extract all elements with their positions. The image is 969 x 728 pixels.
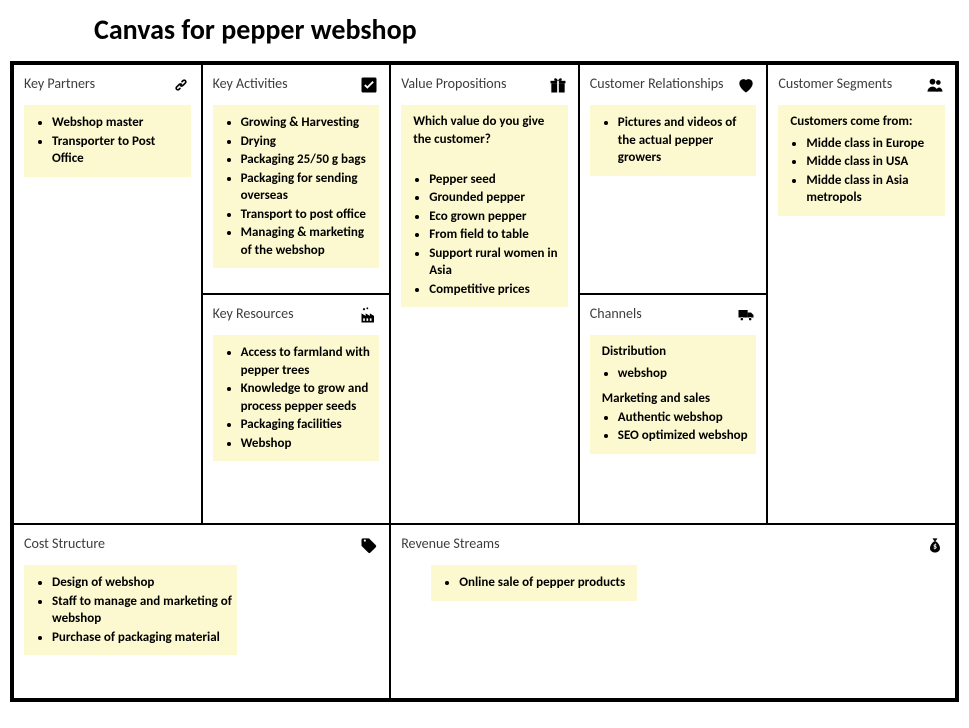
list-item: SEO optimized webshop (618, 427, 753, 445)
customer-relationships-note: Pictures and videos of the actual pepper… (590, 105, 757, 176)
value-propositions-lead: Which value do you give the customer? (405, 113, 564, 148)
list-item: Transporter to Post Office (52, 133, 187, 168)
list-item: Support rural women in Asia (429, 245, 564, 280)
revenue-streams-note: Online sale of pepper products (431, 565, 637, 601)
channels-section-heading: Marketing and sales (594, 390, 753, 408)
revenue-streams-cell: Revenue Streams $ Online sale of pepper … (390, 524, 956, 699)
cost-structure-note: Design of webshopStaff to manage and mar… (24, 565, 237, 655)
list-item: Packaging 25/50 g bags (241, 151, 376, 169)
channels-note: Distribution webshop Marketing and salesAu… (590, 335, 757, 454)
list-item: Purchase of packaging material (52, 629, 233, 647)
channels-cell: Channels Distribution webshop Marketing an… (579, 294, 768, 524)
customer-segments-title: Customer Segments (778, 75, 892, 92)
customer-segments-lead: Customers come from: (782, 113, 941, 131)
key-resources-title: Key Resources (213, 305, 294, 322)
list-item: Competitive prices (429, 281, 564, 299)
list-item: webshop (618, 365, 753, 383)
list-item: Knowledge to grow and process pepper see… (241, 380, 376, 415)
key-partners-note: Webshop masterTransporter to Post Office (24, 105, 191, 177)
list-item: Authentic webshop (618, 409, 753, 427)
moneybag-icon: $ (925, 535, 945, 555)
cost-structure-cell: Cost Structure Design of webshopStaff to… (13, 524, 390, 699)
link-icon (171, 75, 191, 95)
svg-text:$: $ (933, 543, 937, 552)
list-item: Packaging facilities (241, 416, 376, 434)
list-item: Grounded pepper (429, 189, 564, 207)
people-icon (925, 75, 945, 95)
list-item: Webshop (241, 435, 376, 453)
list-item: Managing & marketing of the webshop (241, 224, 376, 259)
truck-icon (736, 305, 756, 325)
list-item: From field to table (429, 226, 564, 244)
list-item: Eco grown pepper (429, 208, 564, 226)
value-propositions-note: Which value do you give the customer? Pe… (401, 105, 568, 307)
heart-icon (736, 75, 756, 95)
key-activities-title: Key Activities (213, 75, 288, 92)
customer-segments-note: Customers come from: Midde class in Euro… (778, 105, 945, 216)
list-item: Pepper seed (429, 171, 564, 189)
key-resources-note: Access to farmland with pepper treesKnow… (213, 335, 380, 461)
cost-structure-title: Cost Structure (24, 535, 105, 552)
list-item: Access to farmland with pepper trees (241, 344, 376, 379)
check-icon (359, 75, 379, 95)
value-propositions-cell: Value Propositions Which value do you gi… (390, 64, 579, 524)
key-activities-cell: Key Activities Growing & HarvestingDryin… (202, 64, 391, 294)
list-item: Transport to post office (241, 206, 376, 224)
list-item: Growing & Harvesting (241, 114, 376, 132)
list-item: Packaging for sending overseas (241, 170, 376, 205)
list-item: Design of webshop (52, 574, 233, 592)
list-item: Online sale of pepper products (459, 574, 633, 592)
customer-relationships-cell: Customer Relationships Pictures and vide… (579, 64, 768, 294)
revenue-streams-title: Revenue Streams (401, 535, 499, 552)
value-propositions-title: Value Propositions (401, 75, 506, 92)
list-item: Staff to manage and marketing of webshop (52, 593, 233, 628)
key-partners-title: Key Partners (24, 75, 95, 92)
channels-section-heading: Distribution (594, 343, 753, 361)
list-item: Midde class in USA (806, 153, 941, 171)
list-item: Midde class in Europe (806, 135, 941, 153)
list-item: Midde class in Asia metropols (806, 172, 941, 207)
key-activities-note: Growing & HarvestingDryingPackaging 25/5… (213, 105, 380, 268)
customer-segments-cell: Customer Segments Customers come from: M… (767, 64, 956, 524)
factory-icon (359, 305, 379, 325)
list-item: Webshop master (52, 114, 187, 132)
gift-icon (548, 75, 568, 95)
channels-title: Channels (590, 305, 642, 322)
page-title: Canvas for pepper webshop (0, 0, 969, 61)
business-model-canvas: Key Partners Webshop masterTransporter t… (10, 61, 959, 702)
list-item: Pictures and videos of the actual pepper… (618, 114, 753, 167)
key-resources-cell: Key Resources Access to farmland with pe… (202, 294, 391, 524)
tag-icon (359, 535, 379, 555)
list-item: Drying (241, 133, 376, 151)
customer-relationships-title: Customer Relationships (590, 75, 724, 92)
key-partners-cell: Key Partners Webshop masterTransporter t… (13, 64, 202, 524)
